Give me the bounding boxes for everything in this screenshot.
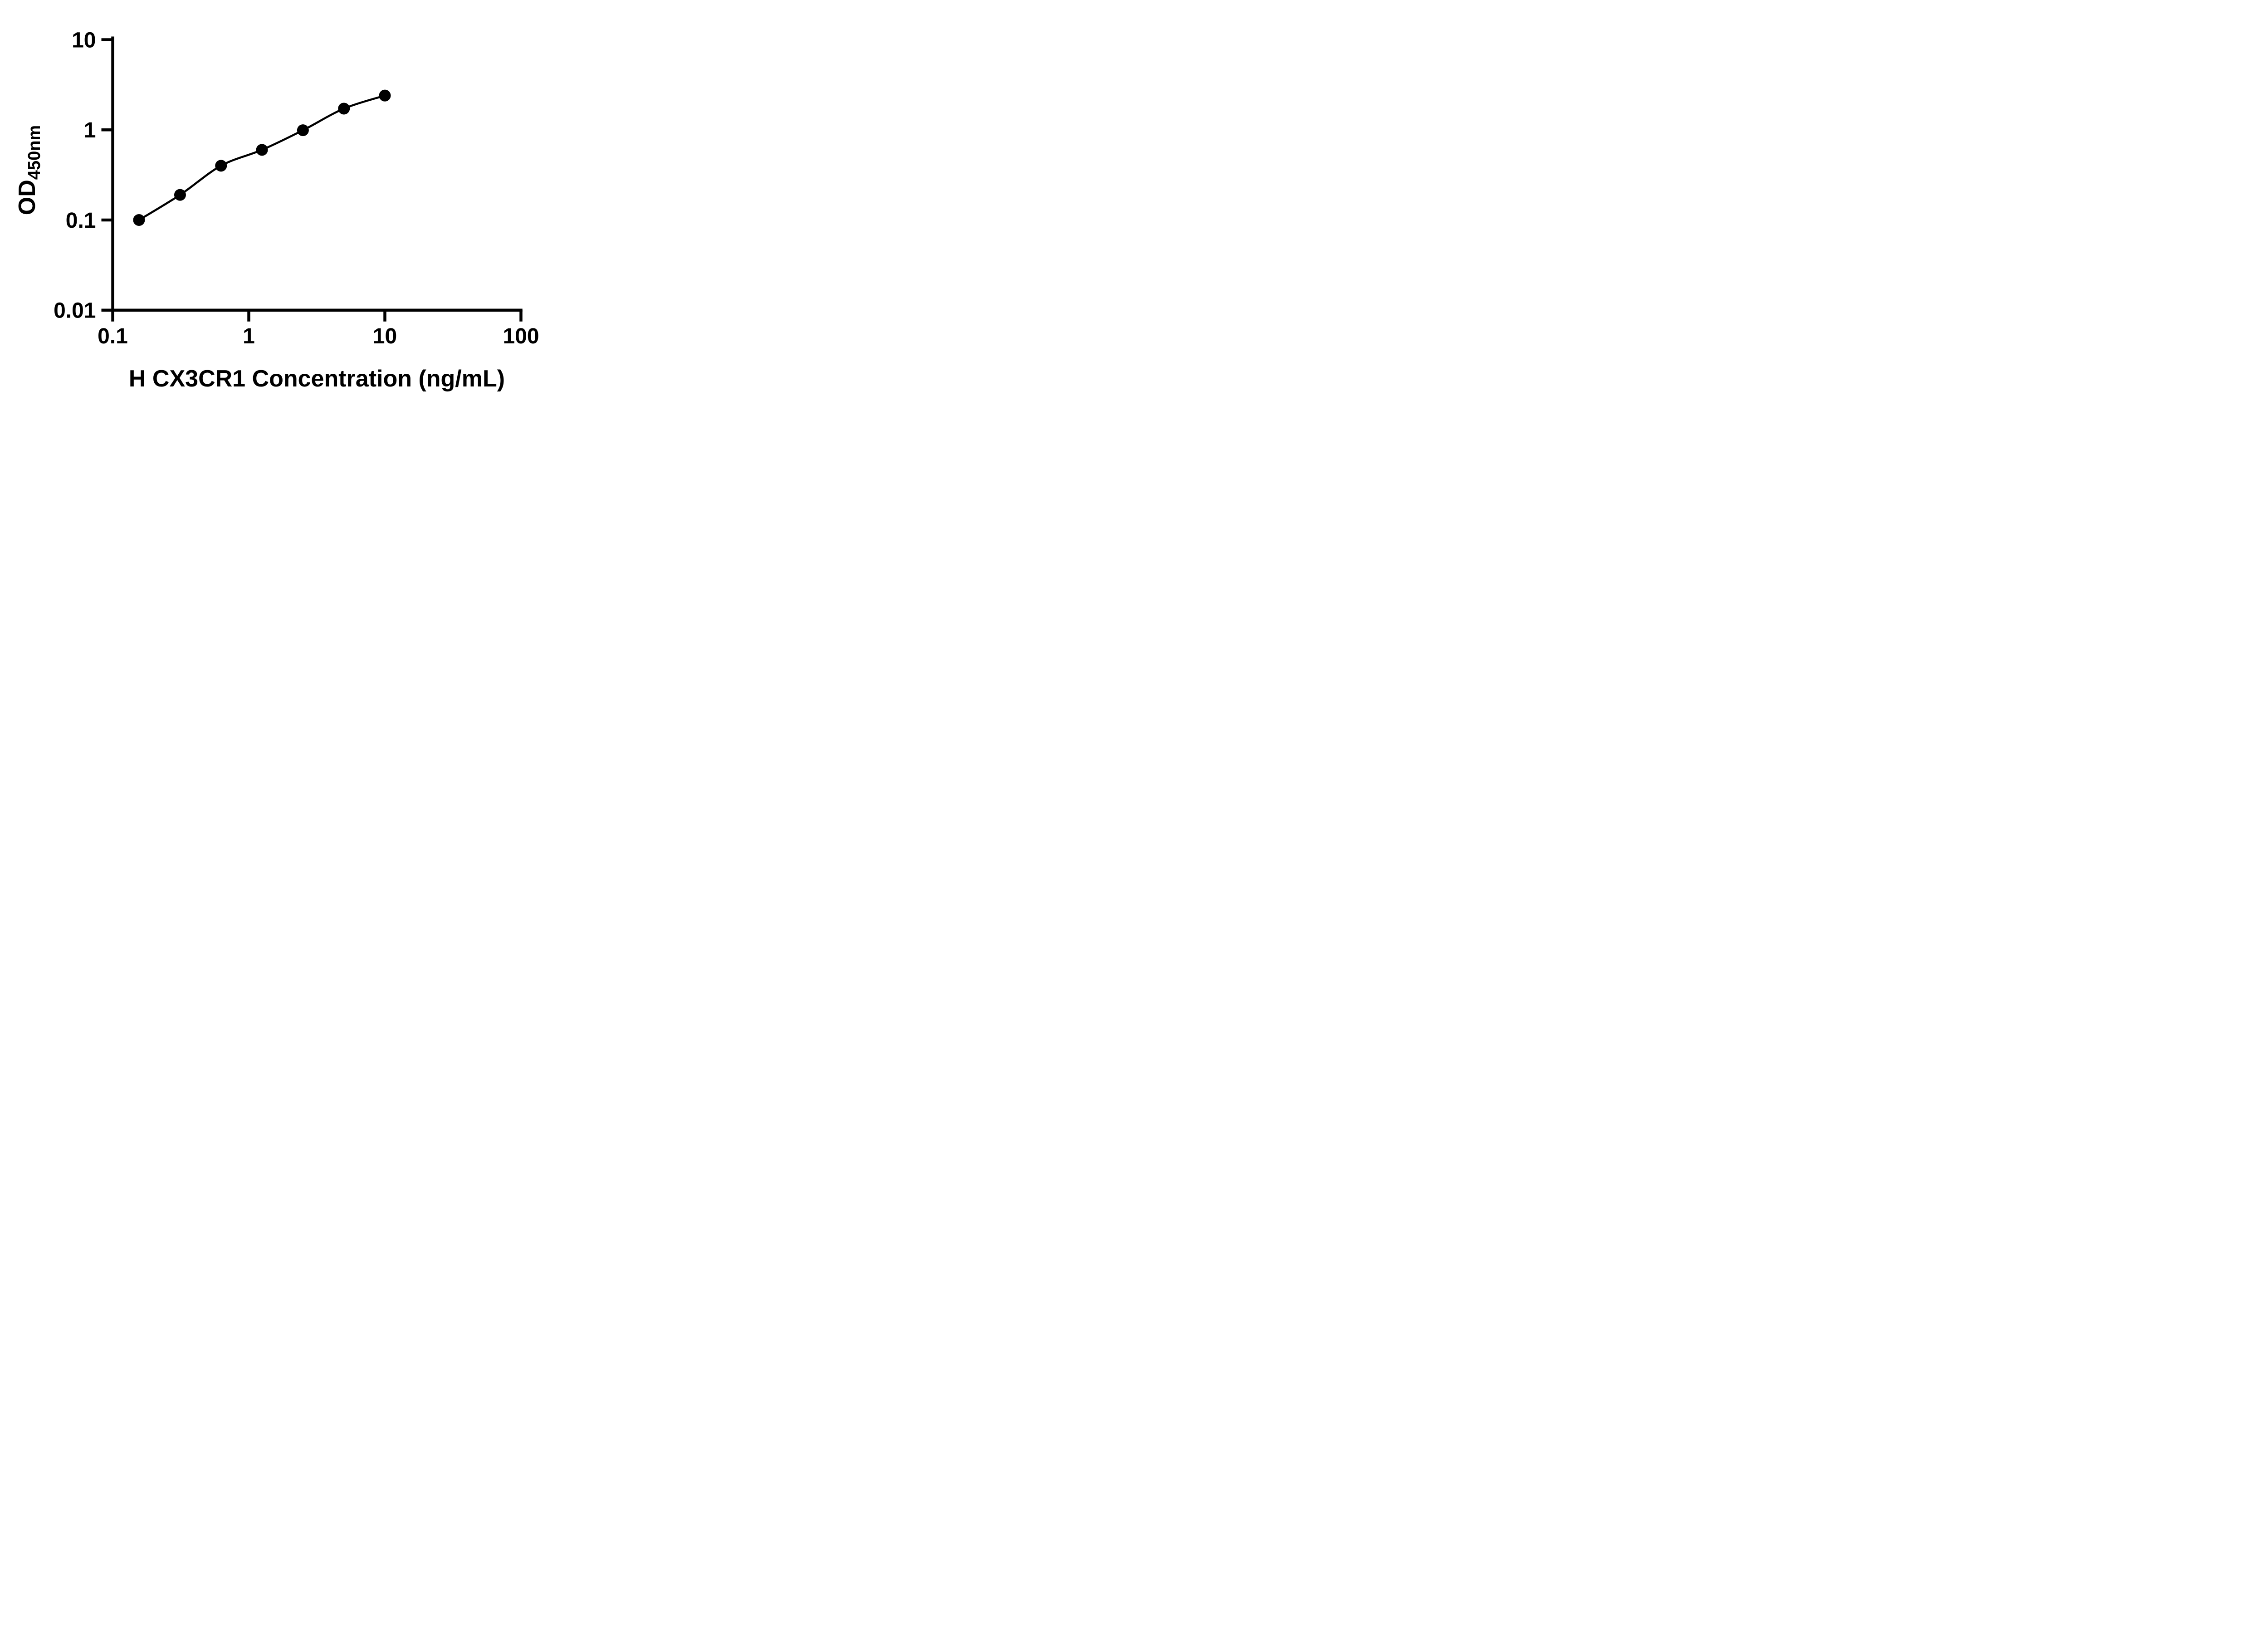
x-tick-label-0.1: 0.1 (98, 324, 128, 348)
data-point-4 (256, 144, 268, 156)
y-tick-label-0.01: 0.01 (54, 299, 96, 323)
data-point-7 (379, 89, 391, 102)
y-tick-label-0.1: 0.1 (66, 209, 96, 233)
data-point-1 (133, 214, 145, 226)
data-point-6 (338, 103, 350, 115)
data-point-2 (174, 189, 186, 201)
x-tick-label-1: 1 (243, 324, 255, 348)
y-tick-label-1: 1 (84, 118, 96, 142)
data-point-3 (215, 160, 227, 172)
data-point-5 (297, 124, 309, 137)
fitted-curve (138, 94, 386, 221)
y-axis-title: OD450nm (14, 125, 44, 215)
x-tick-label-100: 100 (503, 324, 539, 348)
elisa-standard-curve-figure: 10 1 0.1 0.01 0.1 1 10 100 H CX3CR1 Concentratio… (0, 0, 583, 408)
x-axis-title: H CX3CR1 Concentration (ng/mL) (129, 366, 505, 392)
y-tick-label-10: 10 (72, 28, 96, 52)
x-tick-label-10: 10 (373, 324, 397, 348)
